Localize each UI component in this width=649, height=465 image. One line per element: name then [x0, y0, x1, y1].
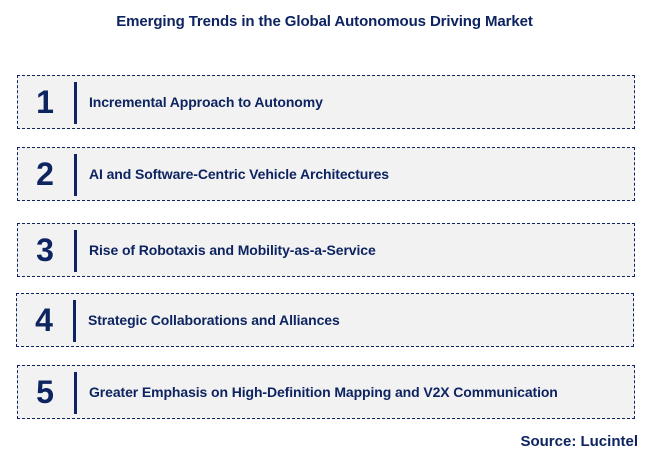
diagram-title: Emerging Trends in the Global Autonomous… — [116, 13, 533, 30]
divider-bar — [74, 372, 77, 414]
source-credit: Source: Lucintel — [520, 433, 638, 450]
trend-label: Incremental Approach to Autonomy — [89, 94, 323, 110]
trend-card-4: 4 Strategic Collaborations and Alliances — [16, 293, 634, 347]
trend-card-5: 5 Greater Emphasis on High-Definition Ma… — [17, 365, 635, 419]
divider-bar — [73, 300, 76, 342]
trend-number: 3 — [36, 232, 54, 268]
divider-bar — [74, 82, 77, 124]
trend-label: Rise of Robotaxis and Mobility-as-a-Serv… — [89, 242, 376, 258]
trend-card-3: 3 Rise of Robotaxis and Mobility-as-a-Se… — [17, 223, 635, 277]
trend-number: 1 — [36, 84, 54, 120]
divider-bar — [74, 154, 77, 196]
trend-label: Strategic Collaborations and Alliances — [88, 312, 340, 328]
trend-number: 2 — [36, 156, 54, 192]
divider-bar — [74, 230, 77, 272]
trend-label: AI and Software-Centric Vehicle Architec… — [89, 166, 389, 182]
trend-card-1: 1 Incremental Approach to Autonomy — [17, 75, 635, 129]
trend-number: 5 — [36, 374, 54, 410]
trend-card-2: 2 AI and Software-Centric Vehicle Archit… — [17, 147, 635, 201]
trend-number: 4 — [35, 302, 53, 338]
trend-label: Greater Emphasis on High-Definition Mapp… — [89, 384, 558, 400]
